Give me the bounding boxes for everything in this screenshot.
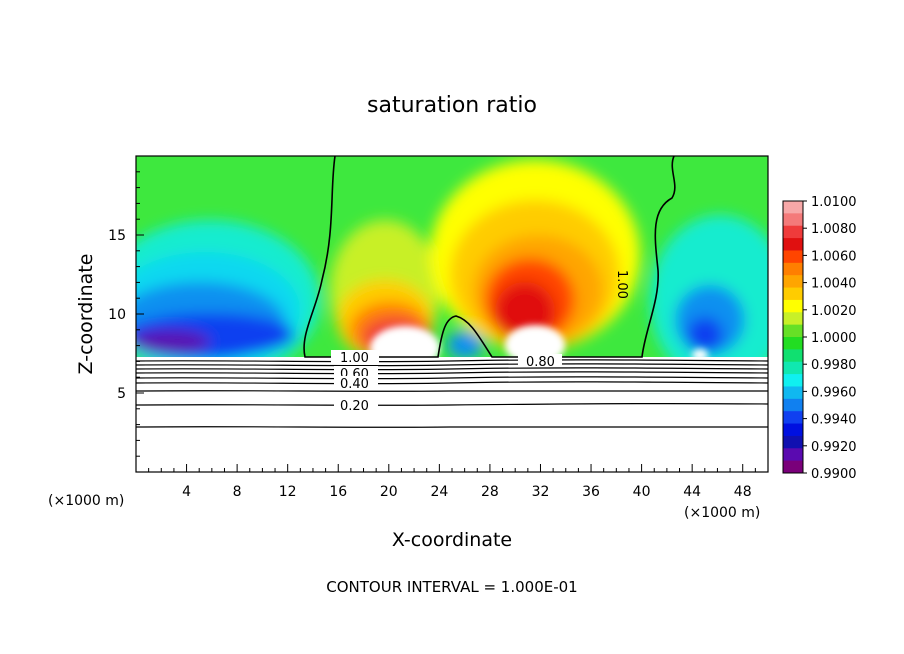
colorbar-tick-label: 0.9900 [811,467,857,482]
colorbar-tick-label: 1.0100 [811,195,857,210]
x-tick-label: 24 [430,484,448,500]
colorbar [782,200,804,474]
colorbar-swatch [783,411,803,425]
colorbar-swatch [783,386,803,400]
colorbar-swatch [783,299,803,313]
colorbar-swatch [783,324,803,338]
colorbar-tick-label: 1.0040 [811,277,857,292]
x-tick-label: 16 [329,484,347,500]
x-tick-label: 28 [481,484,499,500]
colorbar-swatch [783,448,803,462]
colorbar-swatch [783,435,803,449]
colorbar-swatch [783,398,803,412]
x-unit-left: (×1000 m) [48,493,124,509]
chart-title: saturation ratio [367,93,537,118]
x-tick-label: 36 [582,484,600,500]
contour-label-0.40: 0.40 [340,377,369,392]
contour-labels: 1.00 0.80 0.60 0.40 0.20 1.00 [331,270,629,414]
colorbar-tick-label: 0.9920 [811,440,857,455]
y-tick-label: 15 [108,228,126,244]
contour-label-0.80-a: 0.80 [526,355,555,370]
colorbar-tick-label: 0.9960 [811,385,857,400]
x-tick-label: 12 [279,484,297,500]
x-unit-right: (×1000 m) [684,505,760,521]
colorbar-tick-label: 0.9940 [811,413,857,428]
colorbar-swatch [783,337,803,350]
contour-line-1.00 [303,156,676,358]
y-tick-label: 5 [117,386,126,402]
colorbar-swatch [783,349,803,363]
colorbar-swatch [783,213,803,227]
colorbar-tick-label: 0.9980 [811,358,857,373]
colorbar-swatch [783,460,803,474]
contour-label-0.20: 0.20 [340,399,369,414]
x-tick-label: 32 [532,484,550,500]
x-axis: 4 8 12 16 20 24 28 32 36 40 44 48 [148,464,756,500]
colorbar-swatch [783,312,803,326]
colorbar-tick-label: 1.0060 [811,249,857,264]
colorbar-swatch [783,262,803,276]
y-axis-label: Z-coordinate [75,254,97,375]
colorbar-labels: 1.0100 1.0080 1.0060 1.0040 1.0020 1.0000 0.99… [803,195,857,482]
x-axis-label: X-coordinate [392,529,512,551]
colorbar-swatch [783,275,803,289]
contour-label-1.00-b: 1.00 [614,270,629,299]
colorbar-tick-label: 1.0080 [811,222,857,237]
colorbar-swatch [783,201,803,214]
colorbar-swatch [783,361,803,375]
x-tick-label: 20 [380,484,398,500]
colorbar-swatch [783,238,803,251]
contour-interval-note: CONTOUR INTERVAL = 1.000E-01 [326,578,577,596]
colorbar-swatch [783,374,803,387]
y-tick-label: 10 [108,307,126,323]
colorbar-tick-label: 1.0020 [811,304,857,319]
heatmap-field [136,156,768,472]
x-tick-label: 8 [233,484,242,500]
contour-label-1.00-a: 1.00 [340,351,369,366]
colorbar-swatch [783,250,803,264]
x-tick-label: 48 [734,484,752,500]
colorbar-swatch [783,423,803,437]
x-tick-label: 40 [633,484,651,500]
y-axis: 5 10 15 [108,171,144,457]
colorbar-swatch [783,225,803,239]
colorbar-swatch [783,287,803,301]
x-tick-label: 4 [182,484,191,500]
colorbar-tick-label: 1.0000 [811,331,857,346]
x-tick-label: 44 [683,484,701,500]
